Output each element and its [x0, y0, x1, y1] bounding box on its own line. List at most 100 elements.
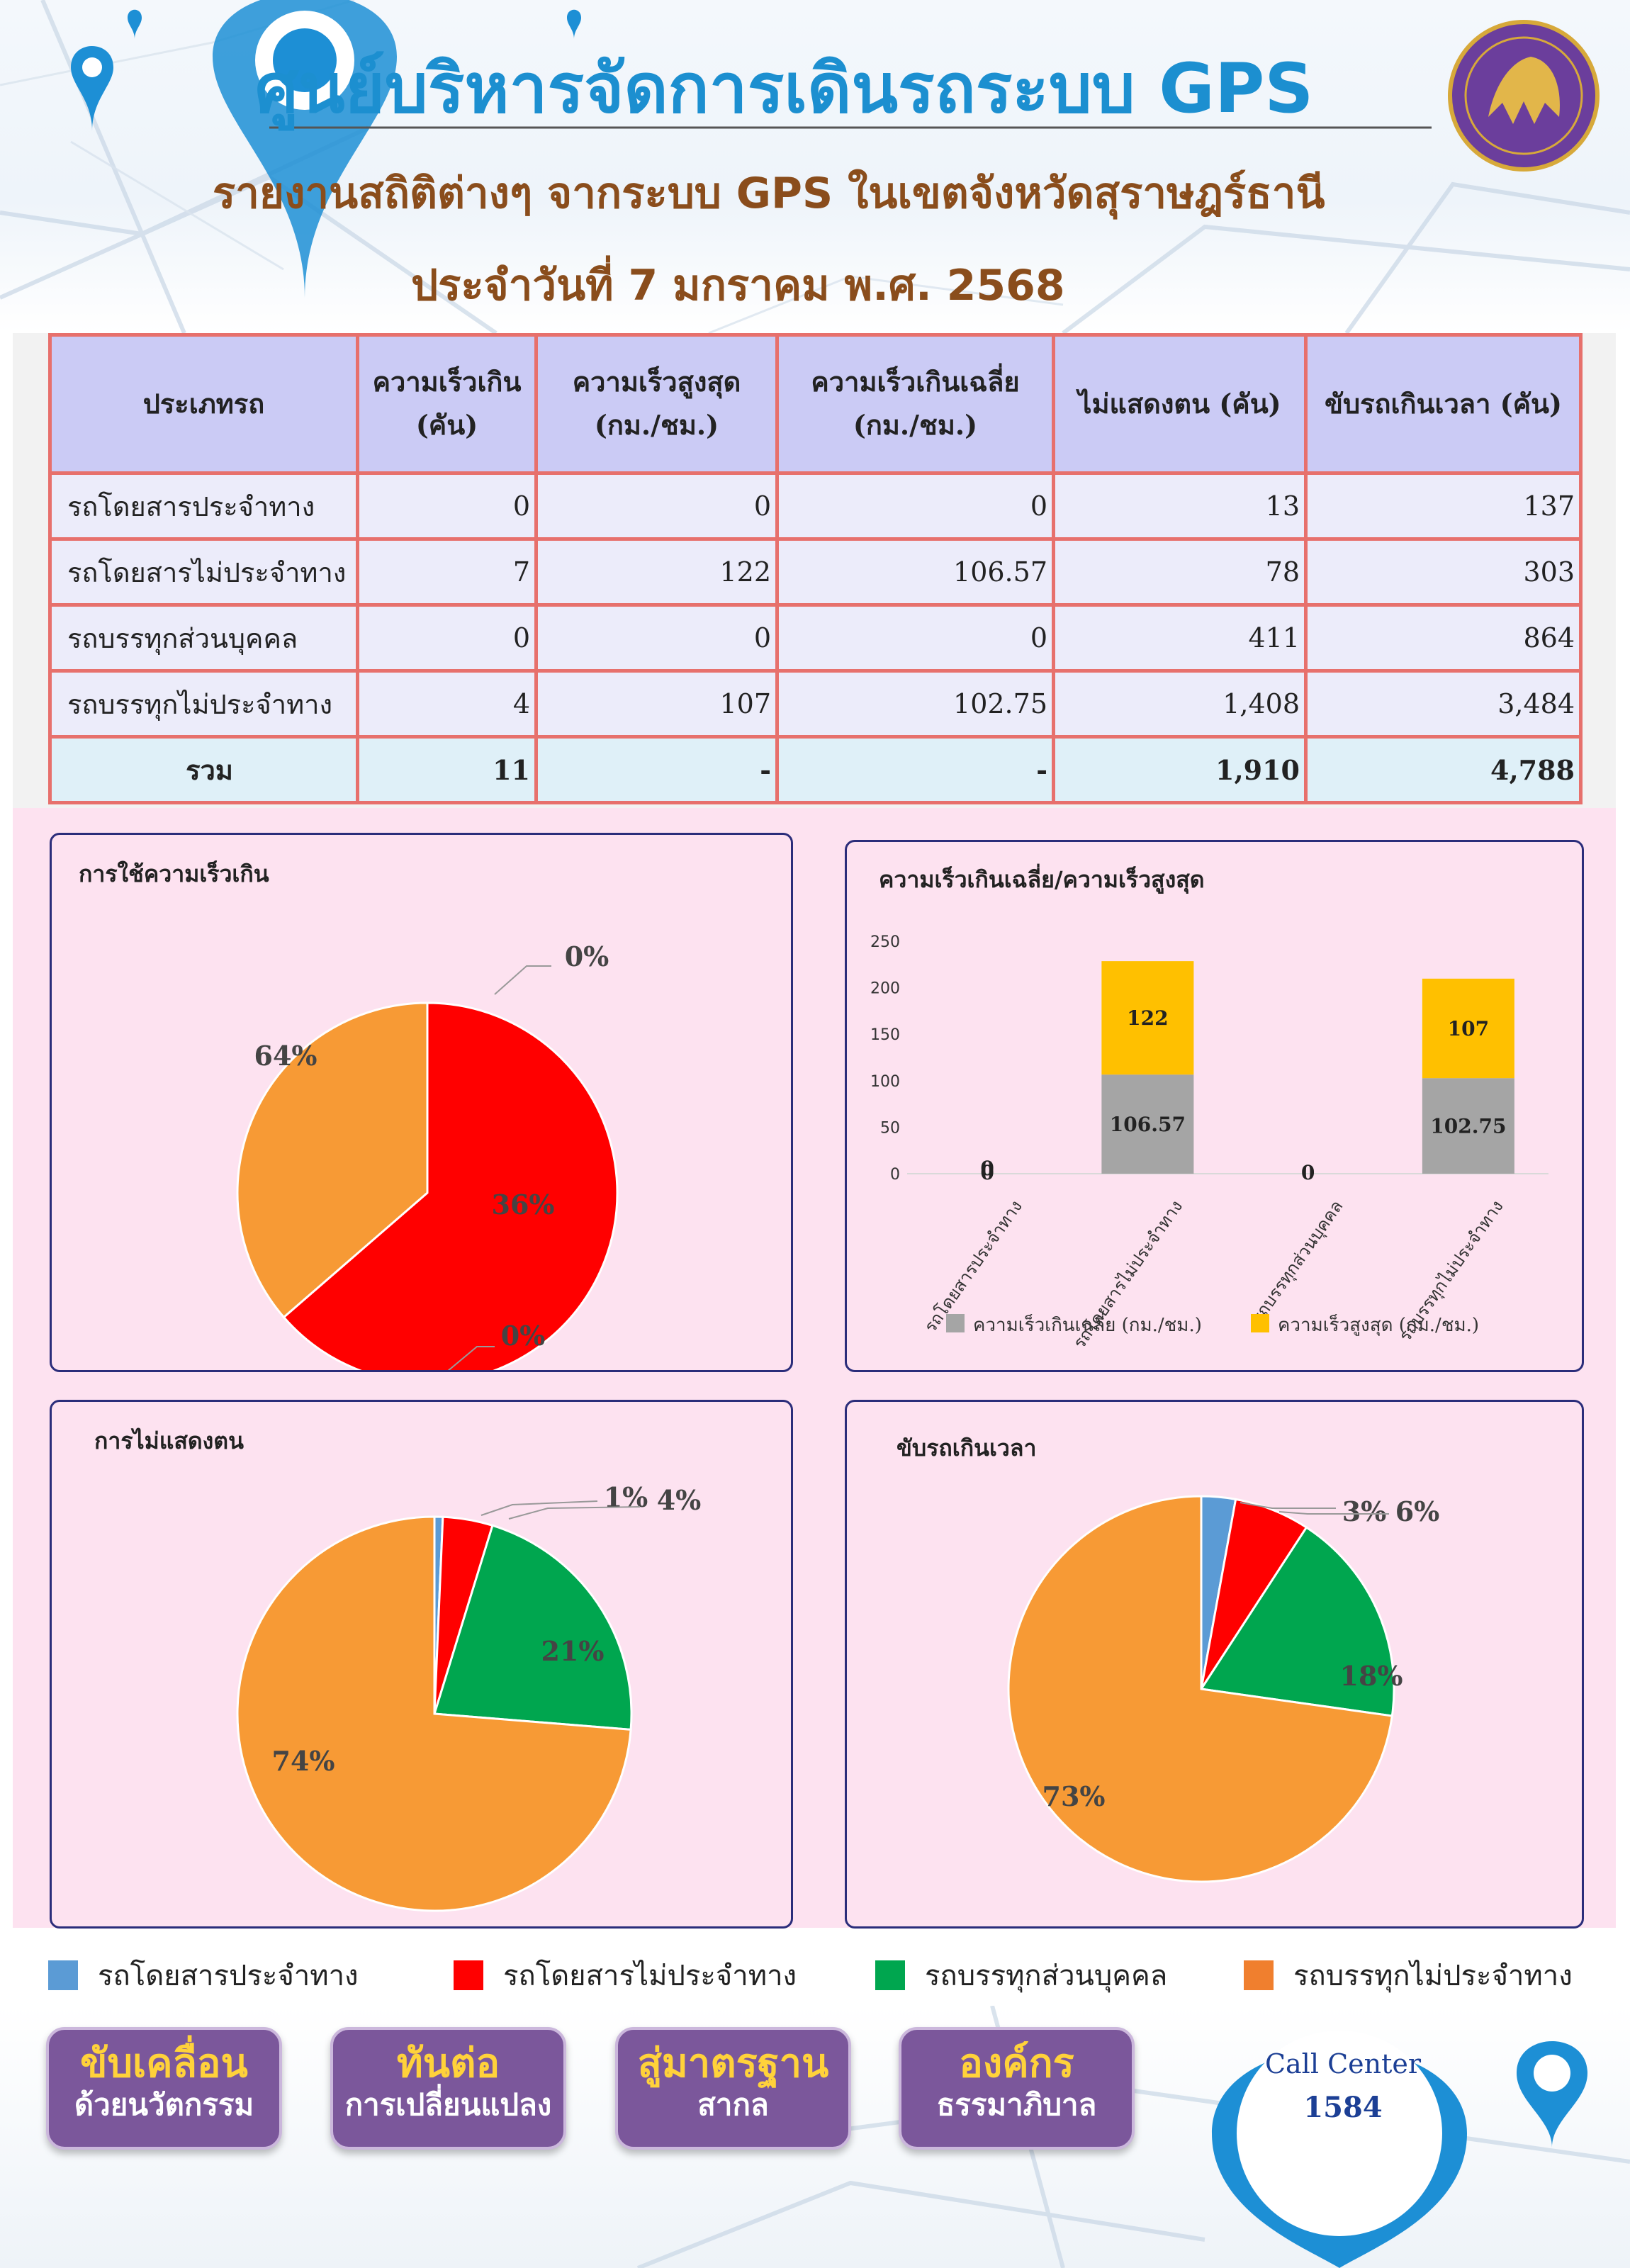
- page-subtitle: รายงานสถิติต่างๆ จากระบบ GPS ในเขตจังหวั…: [213, 169, 1325, 218]
- data-label: 64%: [254, 1040, 317, 1072]
- table-cell: 78: [1052, 537, 1308, 607]
- speed-bar-panel: ความเร็วเกินเฉลี่ย/ความเร็วสูงสุด 0 50 100…: [845, 840, 1584, 1372]
- table-cell: 0: [775, 471, 1055, 541]
- table-cell: 106.57: [775, 537, 1055, 607]
- call-center-pin-icon: [1212, 2031, 1467, 2268]
- badge-line1: ขับเคลื่อน: [80, 2040, 248, 2087]
- table-cell: -: [534, 735, 779, 804]
- data-label: 0%: [565, 941, 609, 972]
- legend-swatch: [48, 1960, 78, 1990]
- table-cell: 3,484: [1304, 669, 1583, 739]
- bar-avg-speed: [1422, 1078, 1514, 1174]
- data-label: 1%: [604, 1481, 648, 1513]
- table-cell: 1,408: [1052, 669, 1308, 739]
- table-cell: 0: [534, 471, 779, 541]
- map-background: [0, 0, 1630, 333]
- x-tick-label: รถบรรทุกส่วนบุคคล: [1247, 1196, 1348, 1327]
- legend-item-truck-private: รถบรรทุกส่วนบุคคล: [875, 1953, 1167, 1998]
- pie-slice: [433, 1524, 633, 1731]
- pie-slice: [236, 1001, 429, 1319]
- data-label: 3%: [1342, 1495, 1387, 1527]
- table-cell: รวม: [48, 735, 359, 804]
- chart-title: การไม่แสดงตน: [94, 1427, 244, 1454]
- y-tick-label: 0: [890, 1166, 900, 1184]
- chart-title: การใช้ความเร็วเกิน: [79, 860, 269, 887]
- department-emblem-logo: [1448, 20, 1600, 172]
- legend-swatch: [875, 1960, 905, 1990]
- report-date: ประจำวันที่ 7 มกราคม พ.ศ. 2568: [411, 261, 1065, 310]
- no-identity-pie-panel: การไม่แสดงตน 1% 4% 21% 74%: [50, 1400, 793, 1929]
- table-cell: 107: [534, 669, 779, 739]
- call-center-number: 1584: [1303, 2091, 1383, 2124]
- governance-badge: องค์กร ธรรมาภิบาล: [899, 2027, 1135, 2150]
- table-cell: รถโดยสารไม่ประจำทาง: [48, 537, 359, 607]
- table-cell: 0: [356, 471, 538, 541]
- legend-item-bus-nonfixed: รถโดยสารไม่ประจำทาง: [454, 1953, 797, 1998]
- data-label: 0: [980, 1161, 994, 1184]
- y-tick-label: 50: [880, 1119, 900, 1137]
- legend-swatch: [454, 1960, 483, 1990]
- legend-label: ความเร็วสูงสุด (กม./ชม.): [1278, 1313, 1479, 1336]
- page-title: ศูนย์บริหารจัดการเดินรถระบบ GPS: [255, 49, 1314, 128]
- table-cell: 0: [534, 603, 779, 673]
- badge-line2: สากล: [697, 2087, 769, 2122]
- badge-line1: สู่มาตรฐาน: [637, 2040, 829, 2087]
- table-cell: 13: [1052, 471, 1308, 541]
- badge-line1: องค์กร: [959, 2040, 1074, 2087]
- table-cell: 102.75: [775, 669, 1055, 739]
- table-row: รถโดยสารประจำทาง 0 0 0 13 137: [48, 471, 1583, 541]
- y-tick-label: 200: [870, 980, 900, 998]
- data-label: 18%: [1340, 1660, 1403, 1692]
- column-header: ความเร็วเกิน (คัน): [356, 333, 538, 475]
- vehicle-type-legend: รถโดยสารประจำทาง รถโดยสารไม่ประจำทาง รถบ…: [0, 1938, 1630, 2002]
- speeding-pie-chart: 0% 64% 0% 36%: [236, 941, 619, 1370]
- table-row: รถบรรทุกไม่ประจำทาง 4 107 102.75 1,408 3…: [48, 669, 1583, 739]
- data-label: 36%: [492, 1189, 555, 1220]
- legend-item-truck-nonfixed: รถบรรทุกไม่ประจำทาง: [1244, 1953, 1573, 1998]
- legend-swatch: [946, 1314, 965, 1332]
- data-label: 6%: [1395, 1495, 1440, 1527]
- table-cell: รถโดยสารประจำทาง: [48, 471, 359, 541]
- data-label: 0%: [501, 1320, 546, 1352]
- legend-swatch: [1244, 1960, 1274, 1990]
- data-label: 0: [1301, 1161, 1315, 1184]
- table-cell: 0: [356, 603, 538, 673]
- column-header: ไม่แสดงตน (คัน): [1052, 333, 1308, 475]
- bar-avg-speed: [1101, 1074, 1194, 1174]
- badge-line2: ด้วยนวัตกรรม: [74, 2087, 254, 2122]
- table-cell: 4,788: [1304, 735, 1583, 804]
- data-label: 106.57: [1110, 1113, 1186, 1136]
- data-label: 102.75: [1430, 1115, 1506, 1138]
- leader-line: [494, 965, 551, 995]
- bar-max-speed: [1422, 978, 1514, 1079]
- table-cell: 11: [356, 735, 538, 804]
- table-cell: รถบรรทุกไม่ประจำทาง: [48, 669, 359, 739]
- no-identity-pie-chart: 1% 4% 21% 74%: [236, 1481, 701, 1912]
- badge-line1: ทันต่อ: [396, 2040, 500, 2087]
- badge-line2: ธรรมาภิบาล: [936, 2087, 1097, 2122]
- table-cell: 122: [534, 537, 779, 607]
- column-header: ความเร็วสูงสุด (กม./ชม.): [534, 333, 779, 475]
- statistics-table-section: ประเภทรถ ความเร็วเกิน (คัน) ความเร็วสูงส…: [13, 333, 1616, 808]
- header-banner: ศูนย์บริหารจัดการเดินรถระบบ GPS รายงานสถ…: [0, 0, 1630, 333]
- table-cell: 303: [1304, 537, 1583, 607]
- table-cell: 7: [356, 537, 538, 607]
- table-row: รถบรรทุกส่วนบุคคล 0 0 0 411 864: [48, 603, 1583, 673]
- statistics-table: ประเภทรถ ความเร็วเกิน (คัน) ความเร็วสูงส…: [48, 333, 1583, 804]
- data-label: 21%: [541, 1635, 605, 1667]
- overtime-pie-panel: ขับรถเกินเวลา 3% 6% 18% 73%: [845, 1400, 1584, 1929]
- legend-label: รถโดยสารประจำทาง: [98, 1960, 359, 1992]
- table-cell: รถบรรทุกส่วนบุคคล: [48, 603, 359, 673]
- leader-line: [1278, 1511, 1389, 1515]
- data-label: 107: [1448, 1017, 1489, 1040]
- column-header: ประเภทรถ: [48, 333, 359, 475]
- badge-line2: การเปลี่ยนแปลง: [344, 2087, 552, 2122]
- standard-badge: สู่มาตรฐาน สากล: [615, 2027, 851, 2150]
- leader-line: [480, 1500, 598, 1516]
- leader-line: [1240, 1502, 1336, 1509]
- legend-item-bus-fixed: รถโดยสารประจำทาง: [48, 1953, 359, 1998]
- pie-slice: [1199, 1526, 1395, 1717]
- table-cell: 137: [1304, 471, 1583, 541]
- map-pin-icon: [213, 0, 397, 298]
- legend-label: รถบรรทุกไม่ประจำทาง: [1293, 1960, 1573, 1992]
